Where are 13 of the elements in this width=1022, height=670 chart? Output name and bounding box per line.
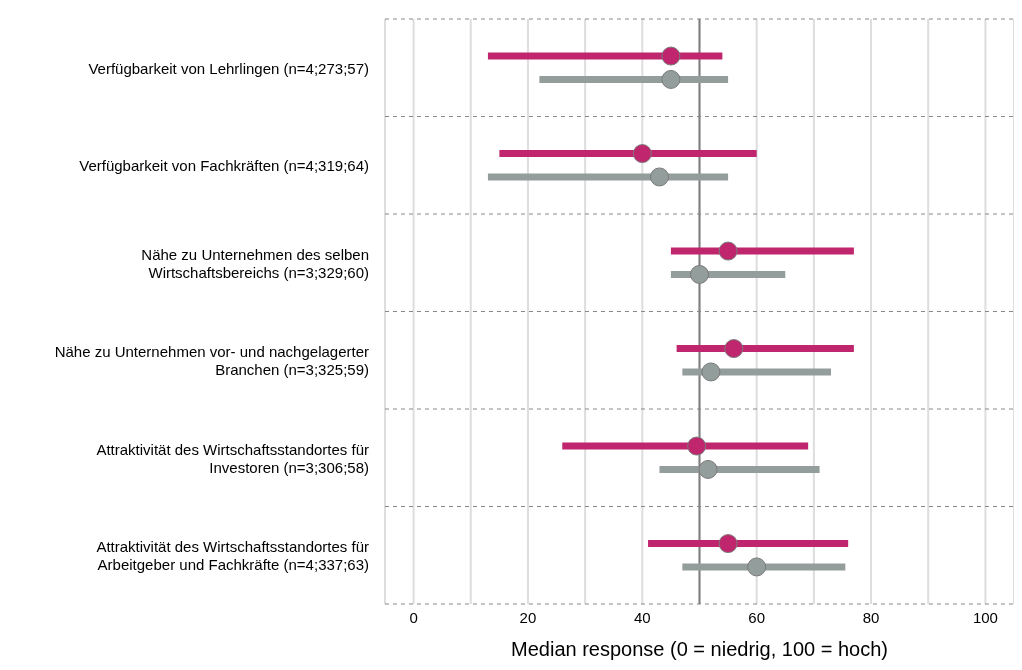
x-tick-label: 80	[862, 608, 880, 626]
x-tick-label: 100	[972, 608, 998, 626]
x-tick-label: 20	[519, 608, 537, 626]
y-tick-label: Attraktivität des Wirtschaftsstandortes für Investoren (n=3;306;58)	[96, 440, 369, 476]
y-tick-label: Attraktivität des Wirtschaftsstandortes für Arbeitgeber und Fachkräfte (n=4;337;63)	[96, 537, 369, 573]
x-tick-label: 0	[409, 608, 418, 626]
y-tick-label: Nähe zu Unternehmen des selben Wirtschaftsbereichs (n=3;329;60)	[141, 245, 369, 281]
y-tick-label: Verfügbarkeit von Fachkräften (n=4;319;64)	[79, 156, 369, 174]
x-axis-title: Median response (0 = niedrig, 100 = hoch)	[511, 638, 888, 660]
x-tick-label: 60	[748, 608, 766, 626]
x-tick-label: 40	[633, 608, 651, 626]
y-tick-label: Nähe zu Unternehmen vor- und nachgelagerter Branchen (n=3;325;59)	[54, 342, 369, 378]
y-tick-label: Verfügbarkeit von Lehrlingen (n=4;273;57)	[88, 59, 369, 77]
